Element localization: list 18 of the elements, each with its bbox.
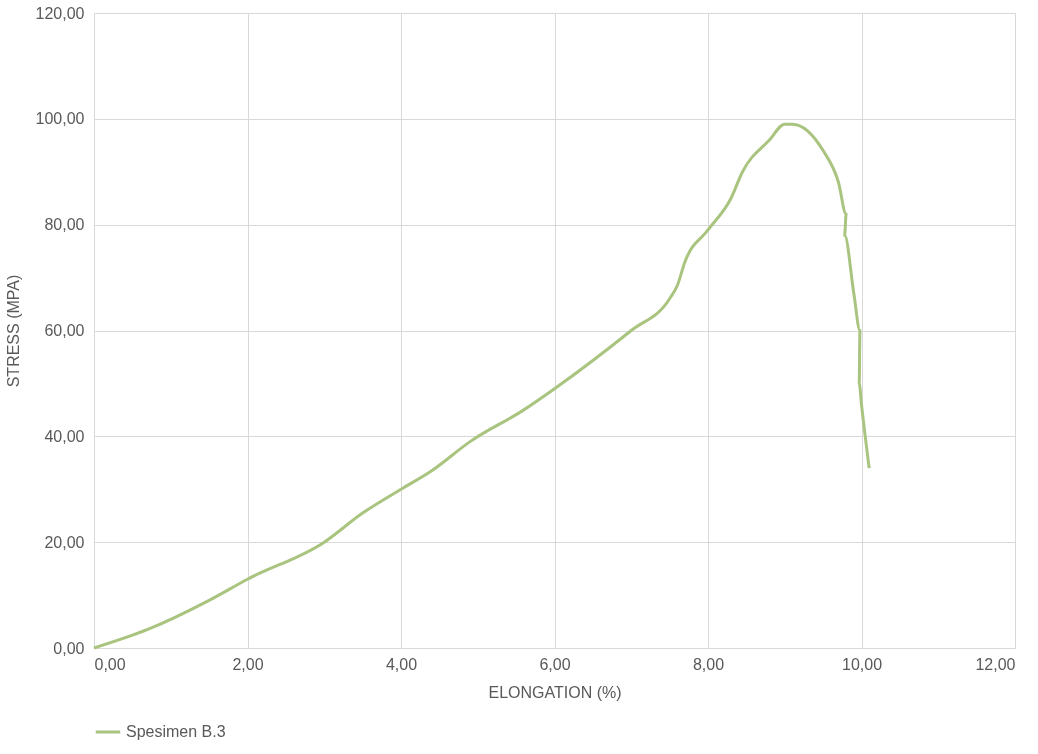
y-tick-label: 120,00	[35, 4, 85, 22]
x-tick-label: 0,00	[94, 655, 126, 673]
x-tick-label: 12,00	[975, 655, 1016, 673]
line-series	[92, 122, 871, 650]
legend-label: Spesimen B.3	[126, 723, 226, 740]
y-tick-label: 0,00	[53, 639, 85, 657]
y-tick-label: 40,00	[44, 427, 85, 445]
y-tick-label: 80,00	[44, 216, 85, 234]
x-tick-label: 2,00	[232, 655, 264, 673]
x-tick-label: 4,00	[385, 655, 418, 673]
y-tick-label: 60,00	[44, 322, 85, 339]
y-axis-title: STRESS (MPA)	[4, 274, 22, 388]
x-tick-label: 8,00	[692, 655, 725, 673]
y-tick-label: 20,00	[44, 533, 85, 551]
y-tick-label: 100,00	[35, 110, 85, 128]
x-tick-label: 6,00	[539, 655, 571, 673]
x-axis-title: ELONGATION (%)	[488, 683, 622, 701]
x-tick-label: 10,00	[841, 655, 883, 673]
